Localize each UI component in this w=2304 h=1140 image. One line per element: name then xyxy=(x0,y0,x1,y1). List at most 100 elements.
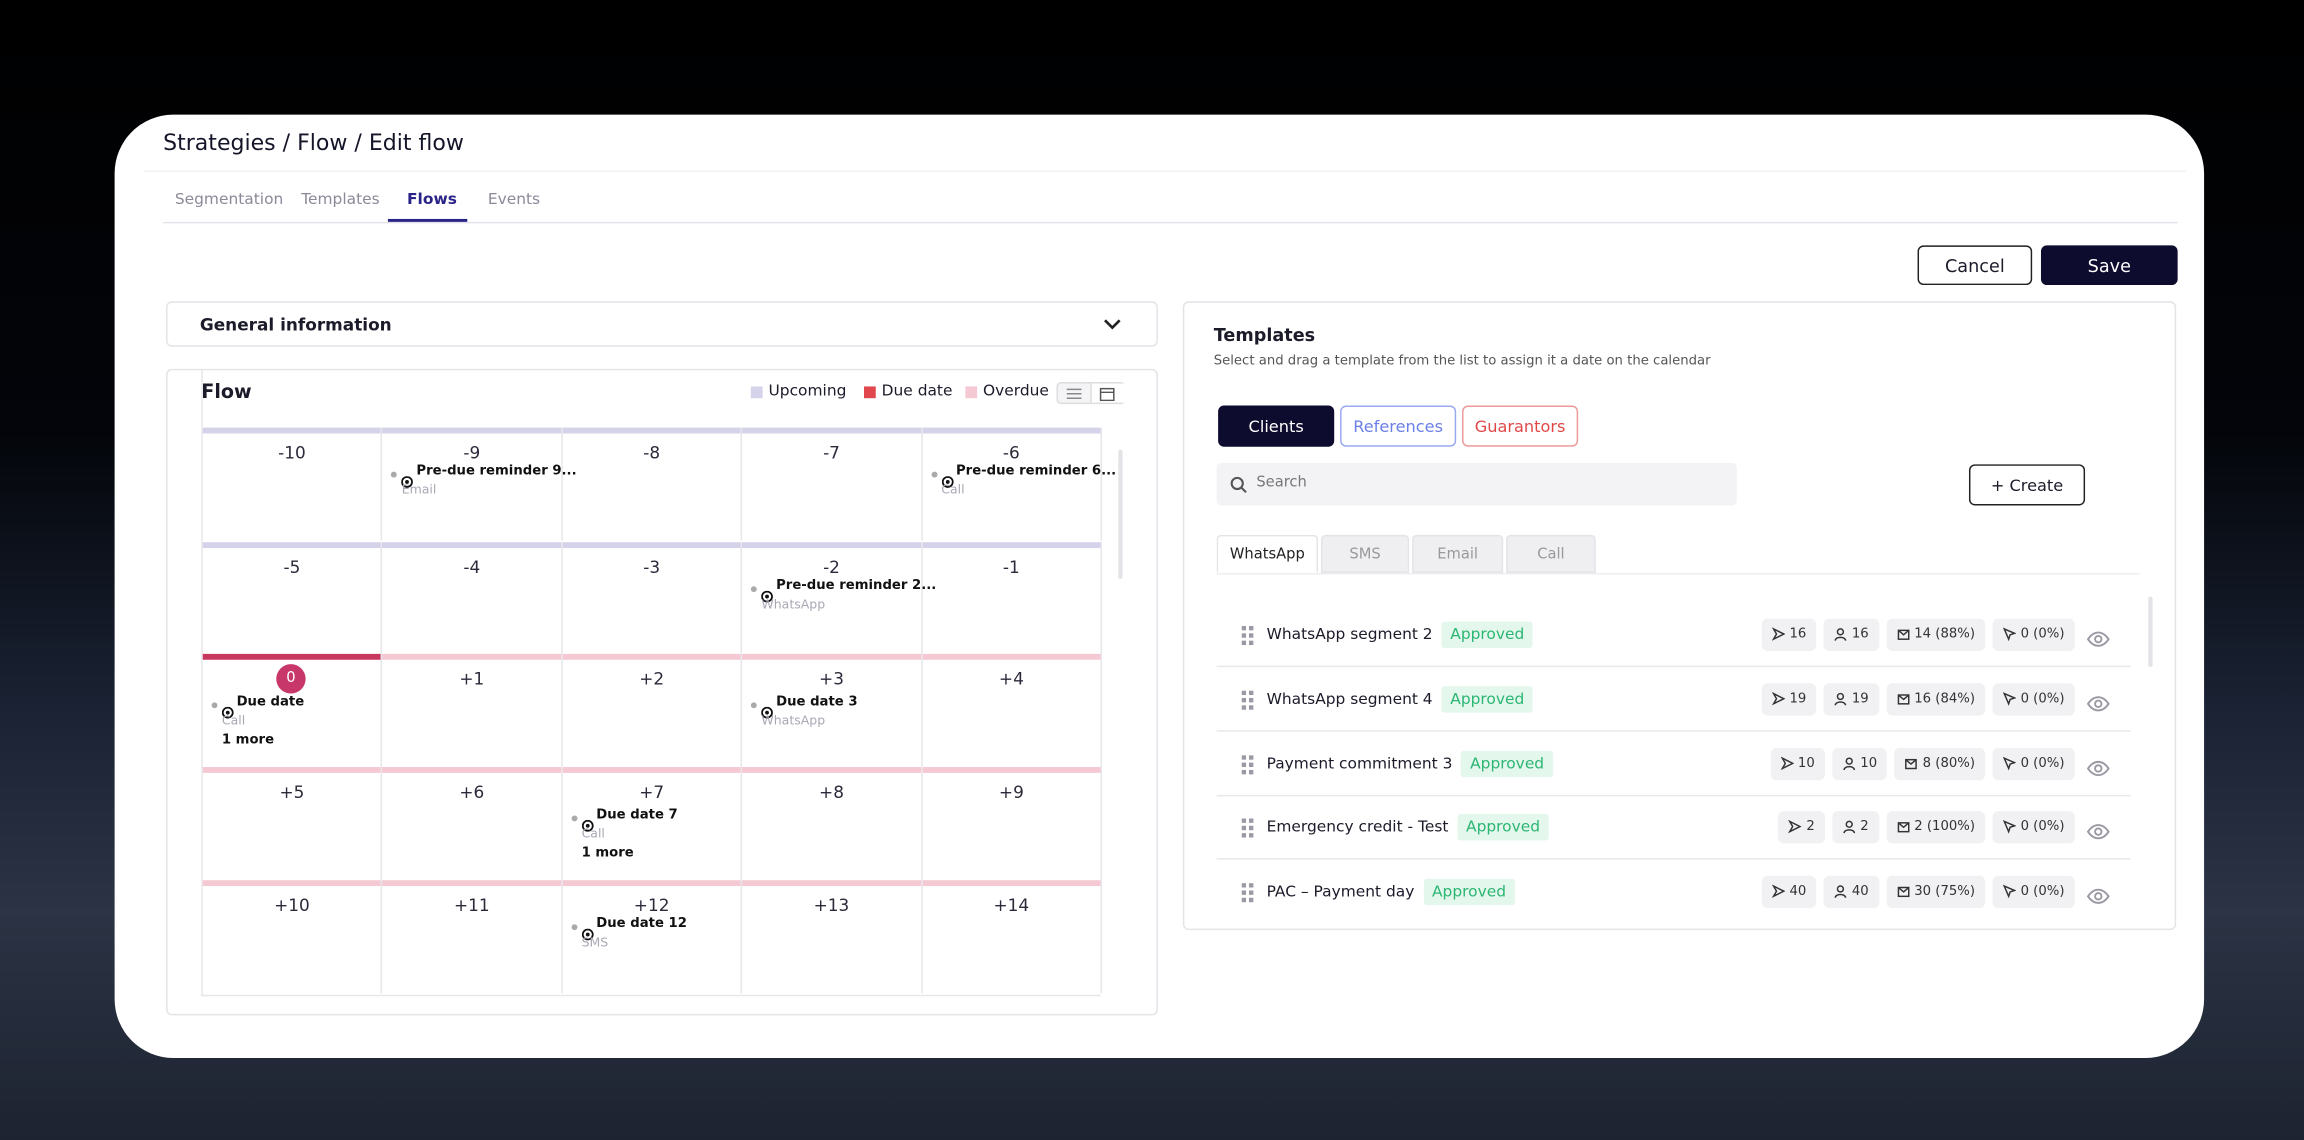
legend-swatch xyxy=(864,386,876,399)
template-name: PAC – Payment day xyxy=(1266,883,1415,901)
legend-label: Upcoming xyxy=(768,382,847,400)
name-group: Payment commitment 3 Approved xyxy=(1267,732,1553,797)
event-icon xyxy=(761,698,774,726)
event-icon xyxy=(941,467,954,495)
channel-tab[interactable]: SMS xyxy=(1320,534,1410,574)
stat-icon xyxy=(1834,692,1847,706)
calendar-icon xyxy=(1099,387,1115,402)
status-bar xyxy=(202,542,382,549)
flow-title: Flow xyxy=(201,382,252,405)
search-box[interactable]: Search xyxy=(1216,462,1737,506)
day-label: 0 xyxy=(286,670,296,687)
more-link[interactable]: 1 more xyxy=(581,846,634,862)
calendar-day: -7 xyxy=(742,427,923,541)
preview-icon[interactable] xyxy=(2086,755,2111,783)
more-link[interactable]: 1 more xyxy=(221,733,275,748)
view-toggle[interactable] xyxy=(1056,382,1126,405)
status-bar xyxy=(742,767,921,773)
event-title[interactable]: Due date xyxy=(236,695,305,710)
stat-delivered: 16 (84%) xyxy=(1886,683,1986,716)
event-icon-glyph xyxy=(581,928,594,941)
stat-value: 2 xyxy=(1806,819,1815,835)
create-button[interactable]: + Create xyxy=(1968,464,2086,506)
stat-icon xyxy=(1771,884,1786,898)
nav-tab[interactable]: Templates xyxy=(301,191,380,209)
day-label: -4 xyxy=(463,556,481,578)
calendar-day: -8 xyxy=(562,427,743,541)
day-label: +3 xyxy=(819,668,844,690)
breadcrumb: Strategies / Flow / Edit flow xyxy=(163,129,464,156)
status-bar xyxy=(742,542,921,549)
audience-tab[interactable]: Clients xyxy=(1218,405,1335,447)
status-bar xyxy=(562,880,741,887)
template-row[interactable]: WhatsApp segment 4 Approved 19 19 16 (84%) 0 … xyxy=(1216,667,2131,732)
panel-title: General information xyxy=(199,314,392,336)
calendar-day: +6 xyxy=(382,767,563,881)
event-title[interactable]: Pre-due reminder 2... xyxy=(776,578,937,594)
calendar-day: +14 xyxy=(922,880,1103,994)
status-bar xyxy=(922,880,1101,887)
preview-icon-glyph xyxy=(2086,696,2110,712)
event-icon xyxy=(221,698,235,726)
status-bar xyxy=(382,427,561,434)
flow-panel: Flow Upcoming Due date Overdue -10 -9 Pre-due… xyxy=(166,368,1158,1016)
day-label: +11 xyxy=(453,894,490,916)
general-info-panel[interactable]: General information xyxy=(166,301,1158,347)
preview-icon[interactable] xyxy=(2086,818,2111,846)
audience-tab[interactable]: References xyxy=(1340,405,1457,447)
stat-delivered: 2 (100%) xyxy=(1886,811,1986,844)
preview-icon[interactable] xyxy=(2086,883,2111,911)
template-row[interactable]: Emergency credit - Test Approved 2 2 2 (100%… xyxy=(1216,795,2131,860)
stat-icon xyxy=(2003,756,2017,771)
day-label: -1 xyxy=(1002,556,1020,578)
template-row[interactable]: WhatsApp segment 2 Approved 16 16 14 (88%) 0 … xyxy=(1216,602,2131,668)
event-title[interactable]: Due date 3 xyxy=(776,695,858,710)
nav-tab[interactable]: Events xyxy=(487,191,541,209)
channel-tab[interactable]: Email xyxy=(1412,534,1504,574)
status-bar xyxy=(202,880,382,887)
stat-icon xyxy=(1897,822,1910,833)
stat-recipients: 19 xyxy=(1823,683,1880,716)
stat-icon xyxy=(1905,758,1918,770)
preview-icon[interactable] xyxy=(2086,626,2111,654)
audience-tab[interactable]: Guarantors xyxy=(1462,405,1579,447)
list-icon xyxy=(1066,388,1082,399)
calendar-day: +12 Due date 12 SMS xyxy=(562,880,743,994)
legend-swatch xyxy=(965,386,978,399)
nav-tab[interactable]: Segmentation xyxy=(174,191,284,209)
template-row[interactable]: PAC – Payment day Approved 40 40 30 (75%) 0 (… xyxy=(1217,860,2131,925)
template-row[interactable]: Payment commitment 3 Approved 10 10 8 (80%) 0… xyxy=(1216,732,2131,797)
stat-value: 0 (0%) xyxy=(2020,627,2065,643)
event-icon xyxy=(581,920,595,948)
event-title[interactable]: Due date 7 xyxy=(596,808,678,823)
status-bar xyxy=(562,427,741,434)
stat-failed: 0 (0%) xyxy=(1992,875,2075,909)
event-icon-glyph xyxy=(761,706,774,719)
event-icon-glyph xyxy=(221,706,234,719)
event-dot xyxy=(571,815,578,822)
stat-failed: 0 (0%) xyxy=(1992,618,2075,651)
nav-tab[interactable]: Flows xyxy=(407,191,457,209)
stat-value: 0 (0%) xyxy=(2020,756,2065,772)
channel-tab[interactable]: WhatsApp xyxy=(1216,534,1319,574)
calendar-day: +9 xyxy=(922,767,1103,881)
event-dot xyxy=(571,924,578,931)
legend-label: Overdue xyxy=(983,382,1049,400)
event-title[interactable]: Pre-due reminder 9... xyxy=(416,464,577,480)
stat-delivered: 8 (80%) xyxy=(1894,747,1986,781)
divider xyxy=(144,170,2187,172)
status-bar xyxy=(562,542,741,549)
calendar-day: +1 xyxy=(382,653,563,768)
status-bar xyxy=(742,880,921,887)
cancel-button[interactable]: Cancel xyxy=(1917,245,2033,286)
name-group: Emergency credit - Test Approved xyxy=(1267,795,1549,860)
status-bar xyxy=(922,542,1101,549)
preview-icon[interactable] xyxy=(2086,691,2111,719)
channel-tab[interactable]: Call xyxy=(1506,534,1596,574)
event-title[interactable]: Due date 12 xyxy=(596,916,687,932)
stat-recipients: 2 xyxy=(1832,811,1880,844)
event-title[interactable]: Pre-due reminder 6... xyxy=(955,464,1117,480)
calendar-day: -10 xyxy=(202,427,383,541)
day-label: -8 xyxy=(643,442,661,463)
save-button[interactable]: Save xyxy=(2040,245,2178,286)
